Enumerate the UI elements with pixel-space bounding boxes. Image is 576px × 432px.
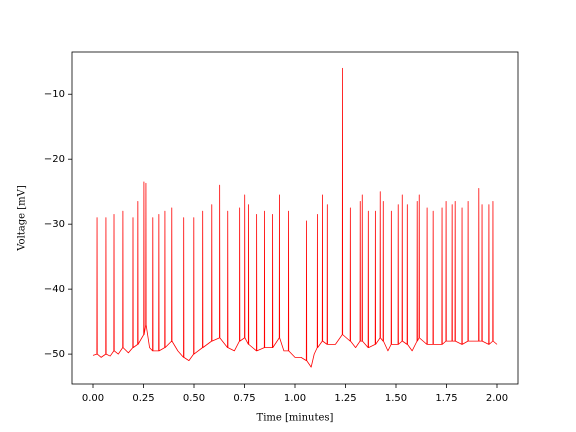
x-tick-label: 0.50 bbox=[183, 393, 205, 404]
y-axis-label: Voltage [mV] bbox=[17, 185, 28, 252]
x-tick-label: 1.50 bbox=[385, 393, 407, 404]
x-tick-label: 0.75 bbox=[233, 393, 255, 404]
y-tick-label: −40 bbox=[44, 284, 65, 295]
plot-frame bbox=[71, 51, 519, 385]
y-tick-label: −10 bbox=[44, 89, 65, 100]
voltage-trace bbox=[92, 67, 498, 368]
x-tick-label: 0.00 bbox=[82, 393, 104, 404]
x-tick-label: 1.00 bbox=[284, 393, 306, 404]
y-tick-label: −30 bbox=[44, 219, 65, 230]
x-tick-label: 1.75 bbox=[435, 393, 457, 404]
x-axis-label: Time [minutes] bbox=[257, 413, 334, 424]
y-tick-label: −20 bbox=[44, 154, 65, 165]
y-tick-label: −50 bbox=[44, 349, 65, 360]
x-tick-label: 2.00 bbox=[486, 393, 508, 404]
x-tick-label: 1.25 bbox=[334, 393, 356, 404]
x-tick-label: 0.25 bbox=[132, 393, 154, 404]
